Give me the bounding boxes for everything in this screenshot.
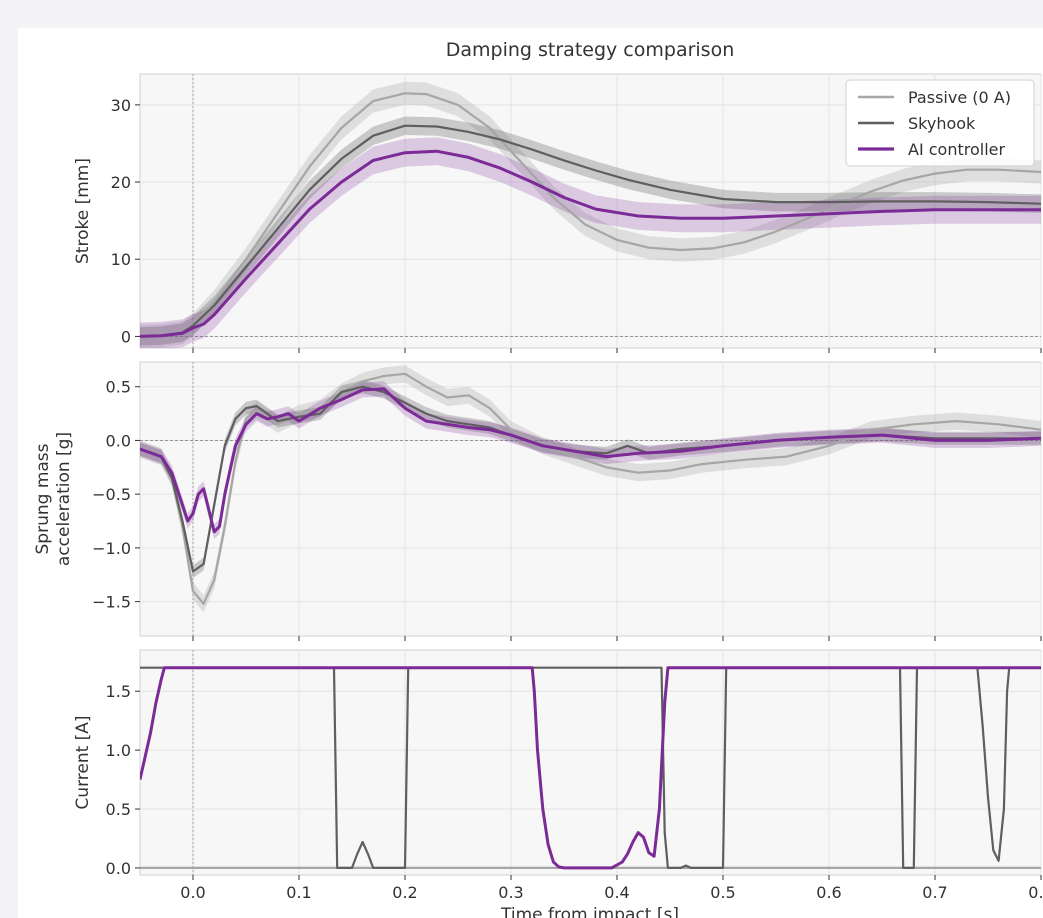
legend-label-skyhook: Skyhook bbox=[908, 114, 976, 133]
panel-acceleration: −1.5 −1.0 −0.5 0.0 0.5 Sprung mass acceleratio… bbox=[33, 361, 1042, 641]
x-tick-label: 0.3 bbox=[498, 883, 523, 902]
y-tick-label: 0.0 bbox=[106, 859, 131, 878]
legend-box bbox=[845, 79, 1035, 167]
y-tick-label: −0.5 bbox=[92, 485, 131, 504]
band-ai-controller bbox=[140, 381, 1041, 540]
damping-chart: Damping strategy comparison Time from im… bbox=[33, 39, 1043, 918]
series-line-passive-0-a bbox=[140, 92, 1041, 338]
y-axis-label: acceleration [g] bbox=[54, 432, 74, 566]
y-axis-label: Stroke [mm] bbox=[73, 158, 93, 264]
panel-series bbox=[140, 365, 1041, 613]
x-tick-label: 0.0 bbox=[180, 883, 205, 902]
legend-label-ai-controller: AI controller bbox=[908, 140, 1006, 159]
y-tick-label: −1.5 bbox=[92, 593, 131, 612]
x-axis-label: Time from impact [s] bbox=[500, 905, 679, 918]
y-tick-label: 0.0 bbox=[106, 431, 131, 450]
y-tick-label: 0.5 bbox=[106, 800, 131, 819]
y-tick-label: 1.5 bbox=[106, 682, 131, 701]
figure: Damping strategy comparison Time from im… bbox=[18, 28, 1043, 918]
panel-series bbox=[140, 81, 1041, 348]
panel-current: 0.0 0.5 1.0 1.5 0.0 0.1 0.2 0.3 0.4 0.5 0.6 0.7 0.8 C… bbox=[73, 649, 1043, 902]
y-axis-label: Sprung mass bbox=[33, 443, 53, 554]
x-tick-label: 0.8 bbox=[1028, 883, 1043, 902]
y-tick-label: 0 bbox=[121, 327, 131, 346]
y-tick-label: 30 bbox=[111, 96, 131, 115]
legend-label-passive-0-a: Passive (0 A) bbox=[908, 88, 1011, 107]
series-line-ai-controller bbox=[140, 149, 1041, 338]
panel-series bbox=[140, 666, 1041, 870]
y-tick-label: 10 bbox=[111, 250, 131, 269]
series-line-passive-0-a bbox=[140, 372, 1041, 605]
x-tick-label: 0.4 bbox=[604, 883, 629, 902]
x-tick-label: 0.5 bbox=[710, 883, 735, 902]
legend: Passive (0 A) Skyhook AI controller bbox=[845, 79, 1035, 167]
y-tick-label: 0.5 bbox=[106, 378, 131, 397]
series-line-skyhook bbox=[140, 666, 1041, 870]
band-skyhook bbox=[140, 116, 1041, 346]
series-line-ai-controller bbox=[140, 387, 1041, 534]
x-tick-label: 0.1 bbox=[286, 883, 311, 902]
y-axis-label: Current [A] bbox=[73, 715, 93, 809]
y-tick-label: −1.0 bbox=[92, 539, 131, 558]
panel-background bbox=[139, 649, 1042, 876]
series-line-ai-controller bbox=[140, 666, 1041, 870]
chart-title: Damping strategy comparison bbox=[446, 39, 735, 61]
x-tick-label: 0.6 bbox=[816, 883, 841, 902]
series-line-skyhook bbox=[140, 124, 1041, 338]
x-tick-label: 0.7 bbox=[922, 883, 947, 902]
x-tick-label: 0.2 bbox=[392, 883, 417, 902]
y-tick-label: 1.0 bbox=[106, 741, 131, 760]
panel-background bbox=[139, 361, 1042, 637]
y-tick-label: 20 bbox=[111, 173, 131, 192]
